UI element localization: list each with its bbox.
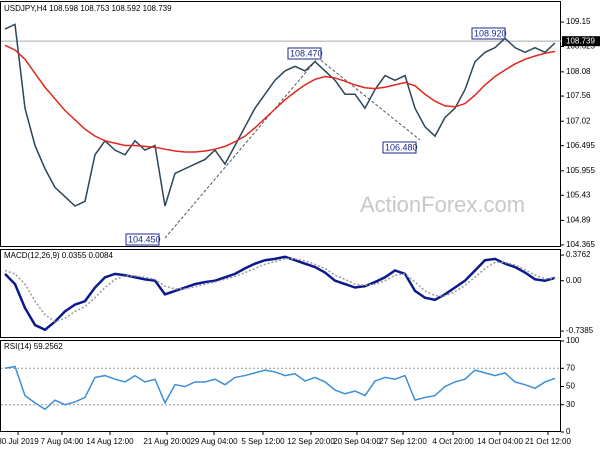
annotation: 106.480 (385, 142, 418, 152)
price-panel (0, 1, 561, 247)
x-tick-label: 14 Oct 04:00 (477, 437, 523, 446)
y-tick-label: 50 (566, 382, 575, 391)
x-tick-label: 4 Oct 20:00 (432, 437, 474, 446)
y-tick-label: 105.955 (566, 166, 595, 175)
annotation: 104.450 (128, 234, 161, 244)
annotation: 108.920 (474, 28, 507, 38)
y-tick-label: 107.02 (566, 116, 591, 125)
annotation-box (471, 27, 506, 40)
series-line (4, 365, 556, 411)
series-line (4, 255, 556, 332)
macd-panel (0, 249, 561, 338)
rsi-panel (0, 340, 561, 432)
x-tick-label: 30 Jul 2019 (0, 437, 39, 446)
annotation-box (125, 233, 160, 246)
y-tick-label: 108.08 (566, 67, 591, 76)
y-tick-label: -0.7385 (566, 326, 594, 335)
y-tick-label: 109.15 (566, 17, 591, 26)
series-line (4, 258, 555, 323)
y-tick-label: 107.56 (566, 91, 591, 100)
y-tick-label: 104.89 (566, 216, 591, 225)
x-tick-label: 20 Sep 04:00 (333, 437, 381, 446)
y-tick-label: 0.3762 (566, 250, 591, 259)
last-price-box (562, 36, 600, 47)
x-tick-label: 21 Oct 12:00 (525, 437, 571, 446)
x-tick-label: 21 Aug 20:00 (143, 437, 191, 446)
x-tick-label: 29 Aug 04:00 (190, 437, 238, 446)
series-line (4, 23, 556, 207)
y-tick-label: 104.365 (566, 240, 595, 249)
annotation: 108.470 (290, 48, 323, 58)
annotation-box (382, 141, 417, 154)
y-tick-label: 105.43 (566, 190, 591, 199)
y-tick-label: 0 (566, 427, 571, 436)
y-tick-label: 100 (566, 336, 580, 345)
series-line (4, 44, 556, 153)
x-tick-label: 7 Aug 04:00 (41, 437, 84, 446)
y-tick-label: 30 (566, 400, 575, 409)
last-price-label: 108.739 (566, 36, 595, 45)
y-tick-label: 70 (566, 363, 575, 372)
x-tick-label: 5 Sep 12:00 (241, 437, 285, 446)
x-tick-label: 12 Sep 20:00 (287, 437, 335, 446)
watermark: ActionForex.com (360, 192, 525, 217)
macd-title: MACD(12,26,9) 0.0355 0.0084 (4, 251, 114, 260)
x-tick-label: 14 Aug 12:00 (86, 437, 134, 446)
annotation-box (287, 47, 322, 60)
y-tick-label: 0.00 (566, 276, 582, 285)
price-title: USDJPY,H4 108.598 108.753 108.592 108.73… (4, 4, 172, 13)
x-tick-label: 27 Sep 12:00 (379, 437, 427, 446)
rsi-title: RSI(14) 59.2562 (4, 342, 63, 351)
y-tick-label: 106.495 (566, 141, 595, 150)
